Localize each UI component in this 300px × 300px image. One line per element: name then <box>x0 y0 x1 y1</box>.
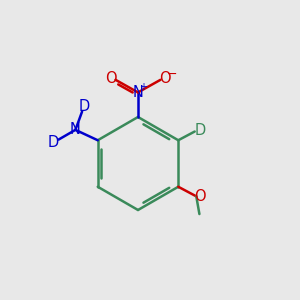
Text: O: O <box>194 189 206 204</box>
Text: D: D <box>47 135 59 150</box>
Text: +: + <box>139 82 147 92</box>
Text: −: − <box>167 68 177 81</box>
Text: D: D <box>79 99 90 114</box>
Text: N: N <box>133 85 143 100</box>
Text: O: O <box>159 71 171 86</box>
Text: D: D <box>194 122 206 137</box>
Text: N: N <box>70 122 81 137</box>
Text: O: O <box>105 71 117 86</box>
